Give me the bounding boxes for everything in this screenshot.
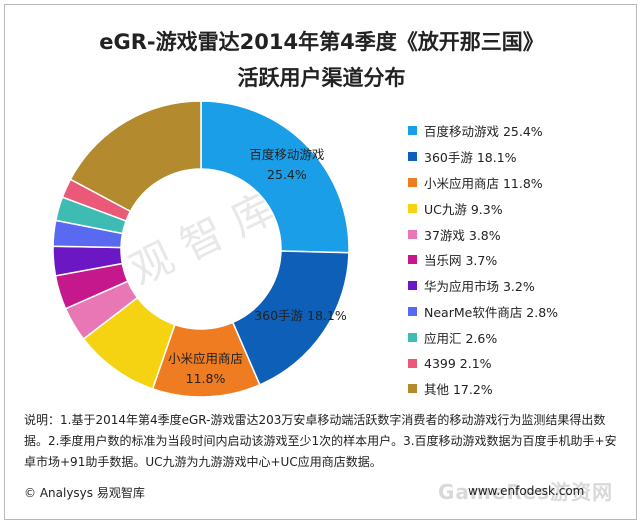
data-label-0: 百度移动游戏	[249, 147, 324, 162]
legend-item-3: UC九游 9.3%	[408, 195, 628, 221]
legend: 百度移动游戏 25.4% 360手游 18.1% 小米应用商店 11.8% UC九游 …	[408, 118, 628, 402]
legend-swatch-1	[408, 152, 417, 162]
data-label-1: 360手游 18.1%	[254, 308, 347, 323]
legend-item-4: 37游戏 3.8%	[408, 221, 628, 247]
data-label-value-0: 25.4%	[267, 167, 307, 182]
legend-label-8: 应用汇 2.6%	[424, 330, 498, 346]
website-link[interactable]: www.enfodesk.com	[468, 484, 585, 498]
legend-item-8: 应用汇 2.6%	[408, 324, 628, 350]
legend-item-10: 其他 17.2%	[408, 376, 628, 402]
legend-label-1: 360手游 18.1%	[424, 150, 517, 166]
legend-item-9: 4399 2.1%	[408, 350, 628, 376]
legend-swatch-6	[408, 281, 417, 291]
data-label-value-2: 11.8%	[186, 371, 226, 386]
legend-swatch-7	[408, 306, 417, 316]
legend-label-9: 4399 2.1%	[424, 355, 492, 371]
gameres-watermark: GameRes游资网	[438, 480, 614, 504]
legend-item-1: 360手游 18.1%	[408, 144, 628, 170]
legend-label-6: 华为应用市场 3.2%	[424, 279, 535, 295]
legend-swatch-0	[408, 126, 417, 136]
legend-swatch-8	[408, 332, 417, 342]
legend-item-6: 华为应用市场 3.2%	[408, 273, 628, 299]
legend-swatch-2	[408, 177, 417, 187]
source-credit: © Analysys 易观智库	[24, 486, 145, 500]
note-text: 说明：1.基于2014年第4季度eGR-游戏雷达203万安卓移动端活跃数字消费者…	[24, 413, 617, 469]
legend-swatch-9	[408, 358, 417, 368]
legend-item-5: 当乐网 3.7%	[408, 247, 628, 273]
donut-slice-0	[200, 100, 350, 254]
legend-label-10: 其他 17.2%	[424, 382, 493, 398]
legend-label-7: NearMe软件商店 2.8%	[424, 304, 559, 320]
legend-item-0: 百度移动游戏 25.4%	[408, 118, 628, 144]
legend-item-7: NearMe软件商店 2.8%	[408, 299, 628, 325]
donut-slice-10	[69, 100, 202, 213]
legend-label-0: 百度移动游戏 25.4%	[424, 124, 543, 140]
legend-swatch-10	[408, 384, 417, 394]
legend-label-2: 小米应用商店 11.8%	[424, 175, 543, 191]
legend-item-2: 小米应用商店 11.8%	[408, 170, 628, 196]
legend-label-5: 当乐网 3.7%	[424, 253, 498, 269]
chart-subtitle: 活跃用户渠道分布	[237, 66, 406, 90]
legend-swatch-3	[408, 203, 417, 213]
legend-swatch-4	[408, 229, 417, 239]
legend-label-3: UC九游 9.3%	[424, 201, 503, 217]
data-label-2: 小米应用商店	[168, 351, 243, 366]
chart-title: eGR-游戏雷达2014年第4季度《放开那三国》	[99, 30, 544, 54]
legend-swatch-5	[408, 255, 417, 265]
legend-label-4: 37游戏 3.8%	[424, 227, 501, 243]
